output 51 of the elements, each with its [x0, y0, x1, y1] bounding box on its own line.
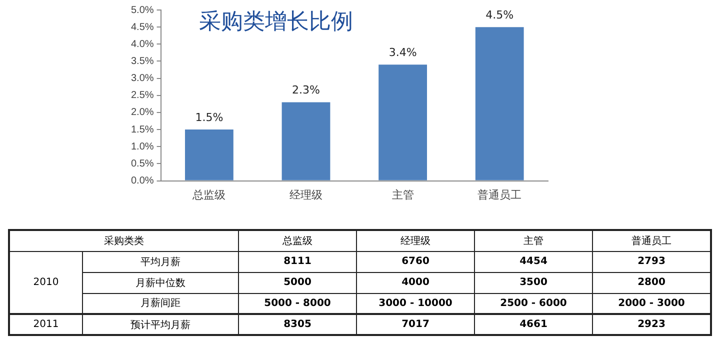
text: 7017 — [402, 319, 430, 330]
data-label: 3.4% — [388, 46, 417, 60]
data-label: 1.5% — [195, 110, 224, 124]
data-label: 4.5% — [486, 8, 514, 22]
y-tick-label: 1.5% — [130, 124, 154, 136]
text: 4661 — [520, 319, 548, 330]
y-tick-label: 0.5% — [130, 158, 154, 170]
category-label: 经理级 — [356, 230, 474, 251]
bar — [184, 130, 234, 180]
chart-title: 采购类增长比例 — [198, 10, 353, 35]
y-tick-label: 5.0% — [130, 4, 154, 16]
text: 2000 - 3000 — [618, 298, 685, 309]
y-tick-label: 3.5% — [130, 56, 154, 67]
y-tick-label: 0.0% — [130, 176, 154, 187]
category-label: 总监级 — [238, 230, 356, 251]
x-tick-label: 普通员工 — [478, 188, 522, 202]
x-tick-label: 经理级 — [289, 189, 322, 202]
category-label: 主管 — [474, 230, 592, 251]
text: 3000 - 10000 — [378, 298, 452, 309]
text: 2500 - 6000 — [500, 298, 567, 309]
category-label: 采购类类 — [9, 230, 238, 251]
text: 8111 — [284, 256, 312, 267]
category-label: 2011 — [33, 319, 59, 330]
category-label: 2010 — [33, 276, 59, 288]
data-label: 2.3% — [292, 84, 320, 97]
y-tick-label: 3.0% — [130, 73, 154, 84]
bar — [378, 64, 427, 180]
y-tick-label: 4.5% — [130, 22, 154, 33]
bar — [282, 102, 330, 180]
category-label: 月薪中位数 — [136, 278, 186, 288]
text: 6760 — [402, 256, 430, 267]
text: 3500 — [520, 277, 548, 288]
category-label: 预计平均月薪 — [130, 320, 190, 330]
text: 4454 — [520, 256, 548, 267]
text: 5000 - 8000 — [264, 298, 331, 309]
category-label: 普通员工 — [592, 230, 711, 251]
category-label: 平均月薪 — [140, 256, 180, 268]
y-tick-label: 2.5% — [130, 90, 154, 102]
text: 4000 — [402, 277, 430, 288]
text: 2800 — [638, 277, 666, 288]
bar — [475, 27, 524, 180]
x-tick-label: 主管 — [392, 188, 414, 202]
y-tick-label: 2.0% — [130, 107, 154, 118]
text: 2923 — [638, 319, 666, 330]
text: 2793 — [638, 256, 666, 267]
y-tick-label: 4.0% — [130, 38, 154, 50]
x-tick-label: 总监级 — [192, 188, 226, 202]
y-tick-label: 1.0% — [130, 141, 154, 152]
text: 5000 — [284, 277, 312, 288]
category-label: 月薪间距 — [140, 298, 180, 310]
text: 8305 — [284, 319, 312, 330]
